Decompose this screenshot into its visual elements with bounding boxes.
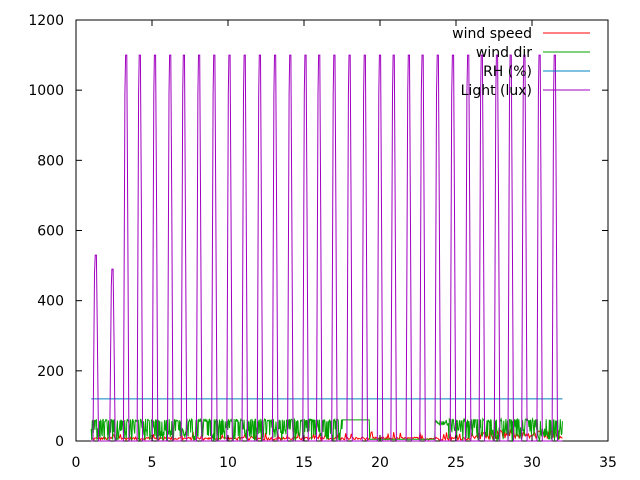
- x-tick-label: 30: [523, 455, 541, 471]
- series-line-4: [91, 54, 563, 442]
- x-tick-label: 15: [295, 455, 313, 471]
- series-line-2: [90, 416, 563, 443]
- x-tick-label: 25: [447, 455, 465, 471]
- series-layer: [90, 54, 563, 443]
- x-tick-label: 5: [148, 455, 157, 471]
- y-tick-label: 600: [37, 224, 64, 240]
- legend-label: wind speed: [452, 26, 532, 42]
- x-tick-label: 10: [219, 455, 237, 471]
- legend-label: RH (%): [483, 64, 532, 80]
- legend-label: wind dir: [476, 45, 532, 61]
- ticks-layer: 0 5 10 15 20 25 30 35 0 200 400 600 800 1000 1200: [28, 13, 617, 471]
- x-tick-label: 35: [599, 455, 617, 471]
- y-tick-label: 800: [37, 153, 64, 169]
- y-tick-label: 1000: [28, 83, 64, 99]
- y-tick-label: 400: [37, 294, 64, 310]
- legend: wind speed wind dir RH (%) Light (lux): [452, 26, 590, 99]
- x-tick-label: 0: [72, 455, 81, 471]
- y-tick-label: 0: [55, 434, 64, 450]
- legend-label: Light (lux): [461, 83, 532, 99]
- x-tick-label: 20: [371, 455, 389, 471]
- y-tick-label: 1200: [28, 13, 64, 29]
- y-tick-label: 200: [37, 364, 64, 380]
